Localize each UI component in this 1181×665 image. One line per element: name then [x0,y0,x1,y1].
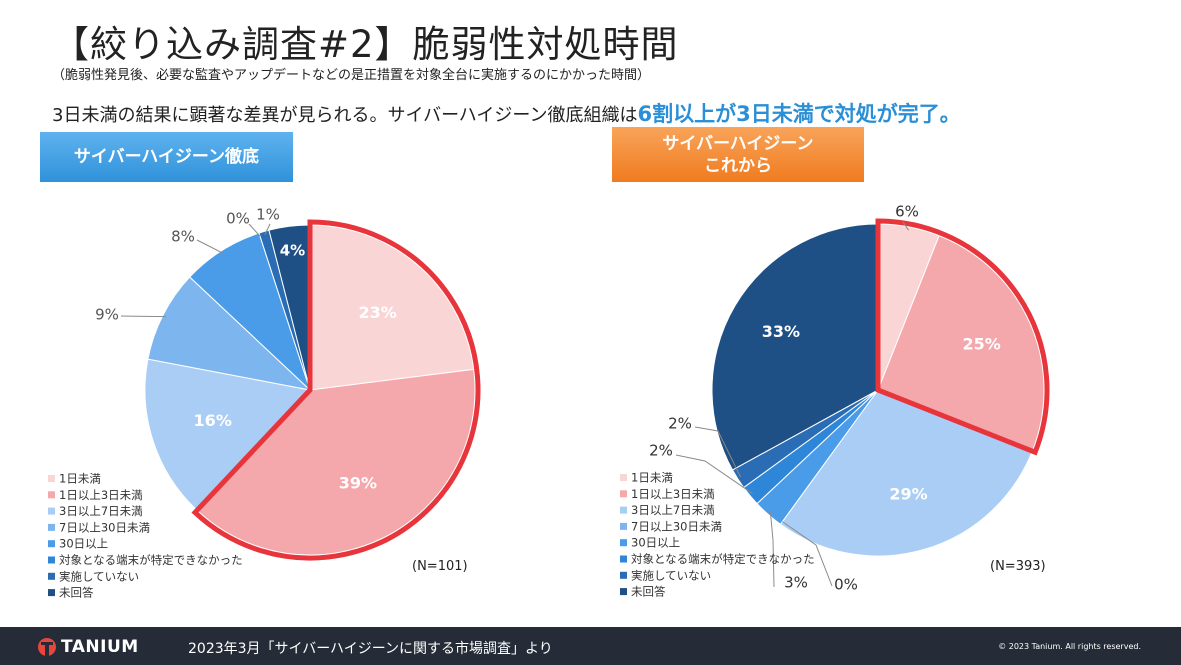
legend-swatch [620,474,627,481]
label-leader-line [675,454,753,495]
legend-swatch [48,523,55,531]
pie-data-label: 3% [784,574,808,592]
chart2-title-line2: これから [704,155,772,176]
pie-data-label: 0% [834,576,858,594]
legend-label: 7日以上30日未満 [631,519,722,533]
legend-swatch [620,539,627,547]
legend-swatch [620,490,627,498]
legend-swatch [48,556,55,564]
pie-data-label: 1% [256,206,280,224]
legend-label: 未回答 [59,586,94,600]
lead-highlight: 6割以上が3日未満で対処が完了。 [637,102,961,126]
chart2-title-line1: サイバーハイジーン [662,133,814,154]
pie-slice-2 [196,368,476,556]
label-leader-line [196,239,224,254]
sample-size-label: (N=393) [990,559,1046,574]
legend-label: 未回答 [631,585,666,599]
label-leader-line [120,315,166,318]
chart1-title-badge: サイバーハイジーン徹底 [40,132,293,182]
lead-text: 3日未満の結果に顕著な差異が見られる。サイバーハイジーン徹底組織は6割以上が3日… [52,98,961,128]
pie-data-label: 0% [226,210,250,228]
legend-swatch [48,507,55,515]
legend-label: 対象となる端末が特定できなかった [59,553,243,567]
legend-swatch [48,540,55,548]
label-leader-line [694,426,742,478]
legend-label: 1日以上3日未満 [59,488,143,502]
pie-data-label: 2% [649,442,673,460]
lead-text-main: 3日未満の結果に顕著な差異が見られる。サイバーハイジーン徹底組織は [52,105,638,126]
page-subtitle: （脆弱性発見後、必要な監査やアップデートなどの是正措置を対象全台に実施するのにか… [52,68,651,83]
pie-slice-2 [877,235,1045,452]
highlight-outline [191,219,481,561]
pie-data-label: 8% [171,228,195,246]
legend-swatch [48,572,55,580]
legend-swatch [620,571,627,579]
legend-label: 3日以上7日未満 [59,504,143,518]
pie-chart-hygiene-future: 6% 25% 29% 0% 3% 2% 2% 33% (N=393) 1日未満 1日以上3日未満 3日… [620,203,1050,599]
legend-label: 30日以上 [631,536,680,550]
sample-size-label: (N=101) [412,559,468,574]
label-leader-line [248,223,261,237]
pie-data-label: 39% [339,474,377,493]
pie-data-label: 23% [359,303,397,322]
pie-data-label: 9% [95,306,119,324]
legend-label: 1日以上3日未満 [631,487,715,501]
highlight-outline [875,218,1050,456]
page-title: 【絞り込み調査#2】脆弱性対処時間 [52,23,679,66]
legend-swatch [620,506,627,514]
legend-label: 7日以上30日未満 [59,520,150,534]
copyright: © 2023 Tanium. All rights reserved. [998,642,1141,651]
pie-slice-1 [309,224,475,391]
pie-data-label: 29% [889,485,927,504]
label-leader-line [769,511,775,588]
pie-slice-4 [147,276,312,391]
legend-swatch [48,491,55,499]
legend-label: 実施していない [631,568,711,582]
pie-data-label: 16% [194,411,232,430]
source-note: 2023年3月「サイバーハイジーンに関する市場調査」より [188,641,553,657]
tanium-logo-text: TANIUM [61,637,139,657]
pie-slice-8 [711,223,879,471]
legend-swatch [620,555,627,563]
legend-label: 1日未満 [59,472,101,486]
pie-data-label: 33% [762,322,800,341]
pie-data-label: 25% [962,335,1000,354]
tanium-logo: TANIUM [38,637,139,657]
chart2-title-badge: サイバーハイジーン これから [612,127,864,182]
legend-label: 30日以上 [59,537,108,551]
legend-swatch [48,589,55,597]
label-leader-line [782,521,833,587]
legend-label: 対象となる端末が特定できなかった [631,552,815,566]
legend-swatch [620,588,627,596]
charts-canvas: 23% 39% 16% 9% 8% 0% 1%4% (N=101) 1日未満 1日以上3日未満 3日… [48,203,1050,600]
legend-label: 3日以上7日未満 [631,503,715,517]
pie-slice-3 [144,358,311,511]
legend-swatch [48,475,55,482]
label-leader-line [264,223,271,235]
pie-data-label: 6% [895,203,919,221]
legend-label: 実施していない [59,569,139,583]
tanium-logo-icon [38,638,56,656]
legend-swatch [620,522,627,530]
pie-data-label: 4% [280,241,305,259]
pie-data-label: 2% [668,415,692,433]
pie-chart-hygiene-thorough: 23% 39% 16% 9% 8% 0% 1%4% (N=101) 1日未満 1日以上3日未満 3日… [48,206,481,600]
legend-label: 1日未満 [631,471,673,485]
chart1-title-line: サイバーハイジーン徹底 [73,147,260,167]
label-leader-line [902,221,909,231]
footer-bar: TANIUM 2023年3月「サイバーハイジーンに関する市場調査」より © 20… [0,627,1181,665]
